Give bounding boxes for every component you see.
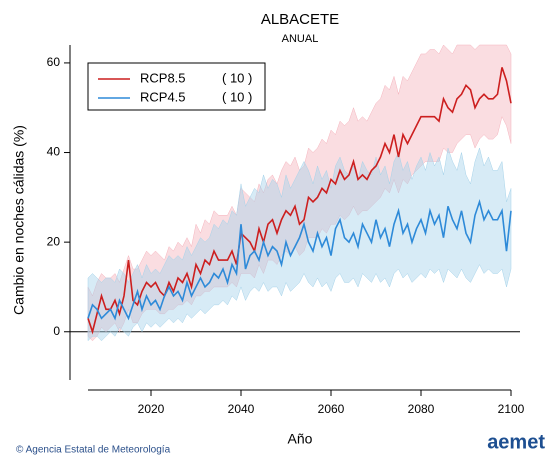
- x-tick-label: 2040: [228, 402, 255, 416]
- y-tick-label: 0: [53, 324, 60, 338]
- y-tick-label: 60: [47, 55, 61, 69]
- x-tick-label: 2020: [138, 402, 165, 416]
- logo: aemet: [487, 431, 545, 453]
- legend-label: RCP8.5: [140, 70, 186, 85]
- legend-box: [87, 62, 266, 111]
- y-axis-label: Cambio en noches cálidas (%): [11, 125, 27, 315]
- line: [87, 198, 512, 321]
- y-tick-label: 40: [47, 145, 61, 159]
- line: [87, 67, 512, 335]
- x-tick-label: 2060: [318, 402, 345, 416]
- footer: © Agencia Estatal de Meteorología: [16, 445, 171, 456]
- legend-count: ( 10 ): [222, 89, 252, 104]
- band: [87, 147, 512, 342]
- chart-subtitle: ANUAL: [282, 33, 319, 45]
- x-tick-label: 2080: [408, 402, 435, 416]
- legend-count: ( 10 ): [222, 70, 252, 85]
- band: [87, 44, 512, 342]
- chart-title: ALBACETE: [261, 11, 339, 28]
- x-tick-label: 2100: [498, 402, 525, 416]
- x-axis-label: Año: [288, 431, 313, 447]
- legend-label: RCP4.5: [140, 89, 186, 104]
- y-tick-label: 20: [47, 234, 61, 248]
